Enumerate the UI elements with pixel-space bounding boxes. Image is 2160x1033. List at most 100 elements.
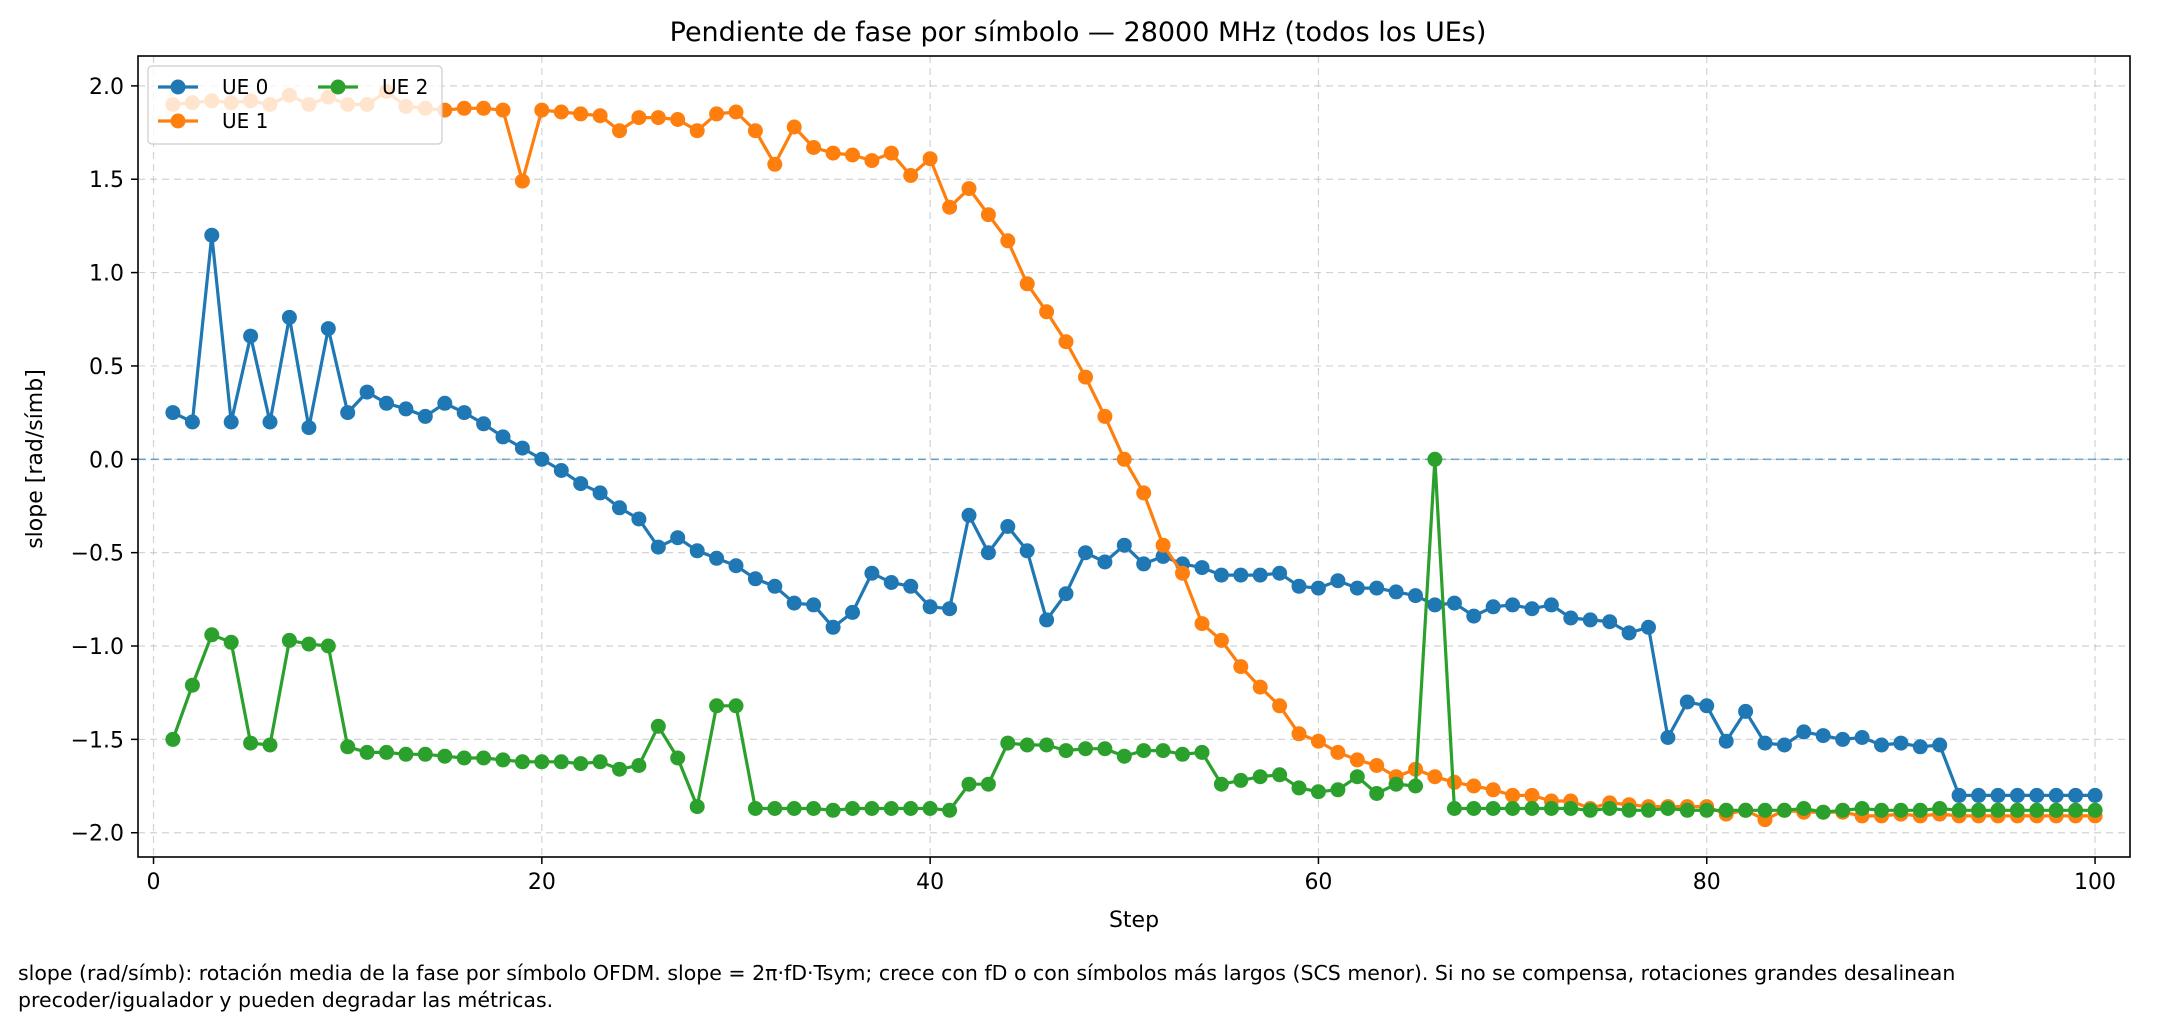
- data-point: [1330, 744, 1346, 760]
- data-point: [961, 507, 977, 523]
- data-point: [1369, 758, 1385, 773]
- data-point: [1019, 737, 1035, 753]
- y-tick-label: 0.0: [89, 448, 124, 473]
- data-point: [1078, 369, 1093, 385]
- data-point: [184, 414, 200, 430]
- data-point: [650, 718, 666, 734]
- data-point: [301, 636, 317, 652]
- data-point: [1155, 743, 1171, 759]
- data-point: [398, 401, 414, 417]
- data-point: [1310, 784, 1326, 800]
- data-point: [1854, 801, 1870, 816]
- data-point: [243, 328, 259, 344]
- data-point: [1466, 778, 1482, 794]
- data-point: [165, 405, 181, 421]
- data-point: [1679, 802, 1695, 818]
- data-point: [1505, 801, 1521, 816]
- data-point: [573, 476, 589, 492]
- data-point: [1796, 801, 1812, 816]
- data-point: [2087, 787, 2103, 803]
- x-tick-label: 40: [916, 870, 944, 895]
- data-point: [1505, 787, 1521, 803]
- series-ue-1: [165, 84, 2103, 828]
- data-point: [514, 173, 530, 189]
- data-point: [1058, 586, 1074, 602]
- data-point: [1213, 776, 1229, 792]
- data-point: [1175, 746, 1190, 762]
- plot-frame: [137, 55, 2131, 858]
- data-point: [553, 754, 569, 770]
- data-point: [1951, 802, 1967, 818]
- data-point: [650, 110, 666, 126]
- data-point: [1291, 578, 1307, 594]
- data-point: [1466, 608, 1482, 624]
- data-point: [1971, 802, 1987, 818]
- data-point: [592, 754, 608, 770]
- data-point: [922, 801, 938, 816]
- data-point: [1252, 769, 1268, 785]
- data-point: [1175, 565, 1190, 581]
- data-point: [1524, 601, 1540, 617]
- chart-caption: slope (rad/símb): rotación media de la f…: [18, 960, 2148, 1014]
- data-point: [514, 440, 530, 456]
- data-point: [301, 420, 317, 436]
- data-point: [1602, 614, 1618, 630]
- data-point: [689, 123, 705, 139]
- data-point: [1408, 588, 1423, 604]
- data-point: [476, 416, 492, 432]
- data-point: [243, 735, 259, 751]
- data-point: [942, 601, 958, 617]
- data-point: [903, 801, 919, 816]
- data-point: [1757, 802, 1773, 818]
- data-point: [534, 754, 550, 770]
- legend: UE 0 UE 1 UE 2: [147, 65, 443, 145]
- data-point: [204, 627, 220, 643]
- data-point: [417, 746, 433, 762]
- data-point: [165, 731, 181, 747]
- data-point: [1815, 804, 1831, 820]
- data-point: [1136, 556, 1152, 572]
- y-tick-label: 2.0: [89, 75, 124, 100]
- data-point: [612, 123, 627, 139]
- data-point: [1446, 801, 1462, 816]
- data-point: [320, 638, 336, 654]
- data-point: [961, 776, 977, 792]
- data-point: [747, 801, 763, 816]
- data-point: [456, 100, 472, 116]
- data-point: [1951, 787, 1967, 803]
- data-point: [1349, 752, 1365, 768]
- data-point: [825, 145, 841, 161]
- grid: [138, 56, 2130, 857]
- data-point: [476, 750, 492, 766]
- data-point: [476, 100, 492, 116]
- data-point: [1679, 694, 1695, 710]
- x-tick-label: 100: [2074, 870, 2116, 895]
- data-point: [359, 744, 375, 760]
- data-point: [417, 408, 433, 424]
- data-point: [650, 539, 666, 555]
- y-tick-label: −1.5: [71, 728, 124, 753]
- data-point: [1058, 334, 1074, 350]
- data-point: [456, 405, 472, 421]
- data-point: [553, 463, 569, 478]
- data-point: [845, 147, 860, 163]
- data-point: [1932, 801, 1948, 816]
- data-point: [1116, 451, 1132, 467]
- data-point: [1019, 276, 1035, 292]
- data-point: [495, 429, 511, 445]
- data-point: [1000, 519, 1016, 534]
- data-point: [709, 106, 725, 122]
- data-point: [1369, 786, 1385, 801]
- data-point: [767, 801, 783, 816]
- data-point: [942, 802, 958, 818]
- data-point: [1621, 802, 1637, 818]
- data-point: [2068, 787, 2084, 803]
- data-point: [1660, 730, 1676, 745]
- data-point: [1097, 554, 1113, 570]
- data-point: [709, 698, 725, 714]
- data-point: [1427, 451, 1443, 467]
- data-point: [2029, 802, 2045, 818]
- series-line: [172, 233, 2096, 798]
- legend-box: [147, 65, 443, 145]
- y-axis-ticks: 2.0 1.5 1.0 0.5 0.0 −0.5 −1.0 −1.5 −2.0: [71, 75, 138, 847]
